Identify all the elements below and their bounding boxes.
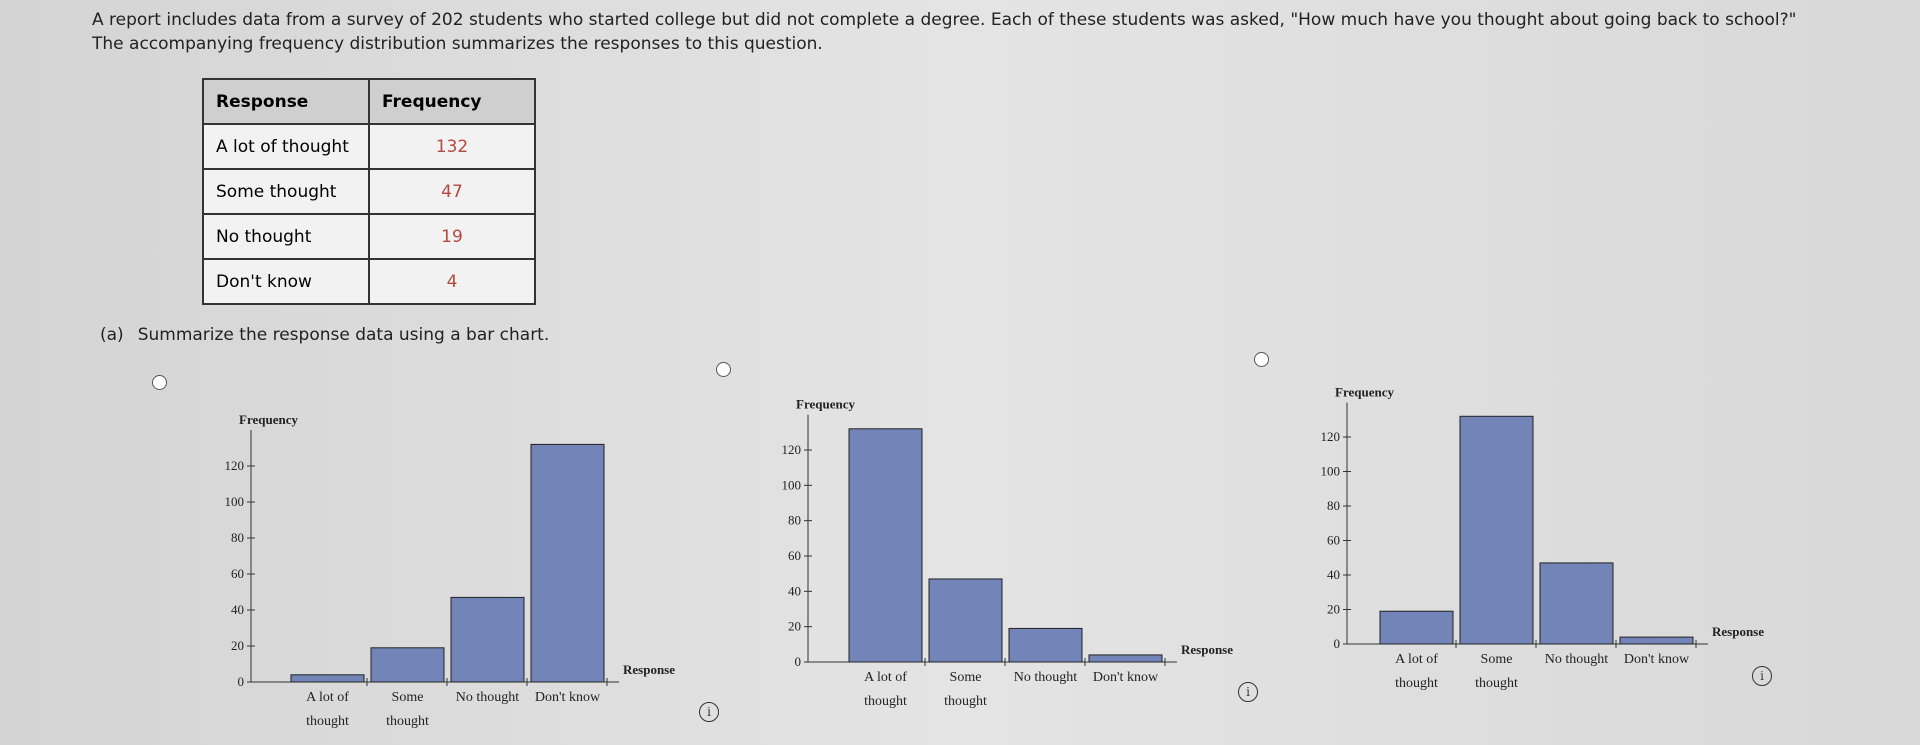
x-axis-label: Response (623, 662, 675, 677)
x-tick-label: Don't know (534, 690, 601, 705)
bar (1619, 636, 1694, 645)
info-icon[interactable]: i (1238, 682, 1258, 702)
y-tick-label: 0 (238, 674, 245, 689)
x-axis-label: Response (1712, 624, 1764, 639)
x-tick-label: Some thought (944, 670, 987, 709)
y-tick-label: 60 (1327, 533, 1340, 548)
table-cell: 132 (368, 123, 536, 170)
y-axis-label: Frequency (239, 412, 298, 427)
bar (1008, 627, 1083, 663)
part-a: (a) Summarize the response data using a b… (100, 325, 563, 345)
table-cell: No thought (202, 213, 370, 260)
x-tick-label: No thought (1544, 652, 1609, 667)
radio-option[interactable] (716, 362, 731, 377)
question-text: A report includes data from a survey of … (92, 10, 1797, 54)
y-tick-label: 100 (1321, 464, 1341, 479)
table-cell: 19 (368, 213, 536, 260)
y-axis-label: Frequency (1335, 385, 1394, 400)
x-tick-label: A lot of thought (306, 690, 349, 729)
bar (848, 428, 923, 663)
y-tick-label: 20 (1327, 602, 1340, 617)
table-cell: Some thought (202, 168, 370, 215)
y-tick-label: 60 (231, 566, 244, 581)
info-icon[interactable]: i (1752, 666, 1772, 686)
y-tick-label: 80 (788, 513, 801, 528)
bar (1088, 654, 1163, 663)
x-tick-label: Don't know (1623, 652, 1690, 667)
y-axis-label: Frequency (796, 397, 855, 412)
y-tick-label: 120 (782, 442, 802, 457)
bar (450, 596, 525, 683)
y-tick-label: 40 (231, 602, 244, 617)
frequency-table: Response Frequency A lot of thought 132 So… (202, 78, 536, 305)
y-tick-label: 80 (231, 530, 244, 545)
table-cell: A lot of thought (202, 123, 370, 170)
y-tick-label: 0 (795, 654, 802, 669)
table-header: Response (202, 78, 370, 125)
table-header: Frequency (368, 78, 536, 125)
y-tick-label: 20 (788, 619, 801, 634)
x-tick-label: Some thought (386, 690, 429, 729)
bar (370, 647, 445, 683)
x-tick-label: No thought (1013, 670, 1078, 685)
table-cell: Don't know (202, 258, 370, 305)
y-tick-label: 0 (1334, 636, 1341, 651)
y-tick-label: 120 (225, 458, 245, 473)
part-label: (a) (100, 325, 124, 345)
info-icon[interactable]: i (699, 702, 719, 722)
table-cell: 4 (368, 258, 536, 305)
y-tick-label: 20 (231, 638, 244, 653)
x-tick-label: Don't know (1092, 670, 1159, 685)
table-cell: 47 (368, 168, 536, 215)
bar (1459, 415, 1534, 645)
x-tick-label: No thought (455, 690, 520, 705)
y-tick-label: 120 (1321, 429, 1341, 444)
bar (530, 443, 605, 683)
y-tick-label: 40 (1327, 567, 1340, 582)
radio-option[interactable] (1254, 352, 1269, 367)
bar (928, 578, 1003, 663)
bar (290, 674, 365, 683)
y-tick-label: 80 (1327, 498, 1340, 513)
x-tick-label: A lot of thought (864, 670, 907, 709)
bar (1379, 610, 1454, 645)
x-tick-label: A lot of thought (1395, 652, 1438, 691)
y-tick-label: 40 (788, 583, 801, 598)
bar (1539, 562, 1614, 645)
y-tick-label: 100 (782, 477, 802, 492)
x-tick-label: Some thought (1475, 652, 1518, 691)
x-axis-label: Response (1181, 642, 1233, 657)
radio-option[interactable] (152, 375, 167, 390)
y-tick-label: 100 (225, 494, 245, 509)
part-text: Summarize the response data using a bar … (137, 325, 550, 345)
y-tick-label: 60 (788, 548, 801, 563)
